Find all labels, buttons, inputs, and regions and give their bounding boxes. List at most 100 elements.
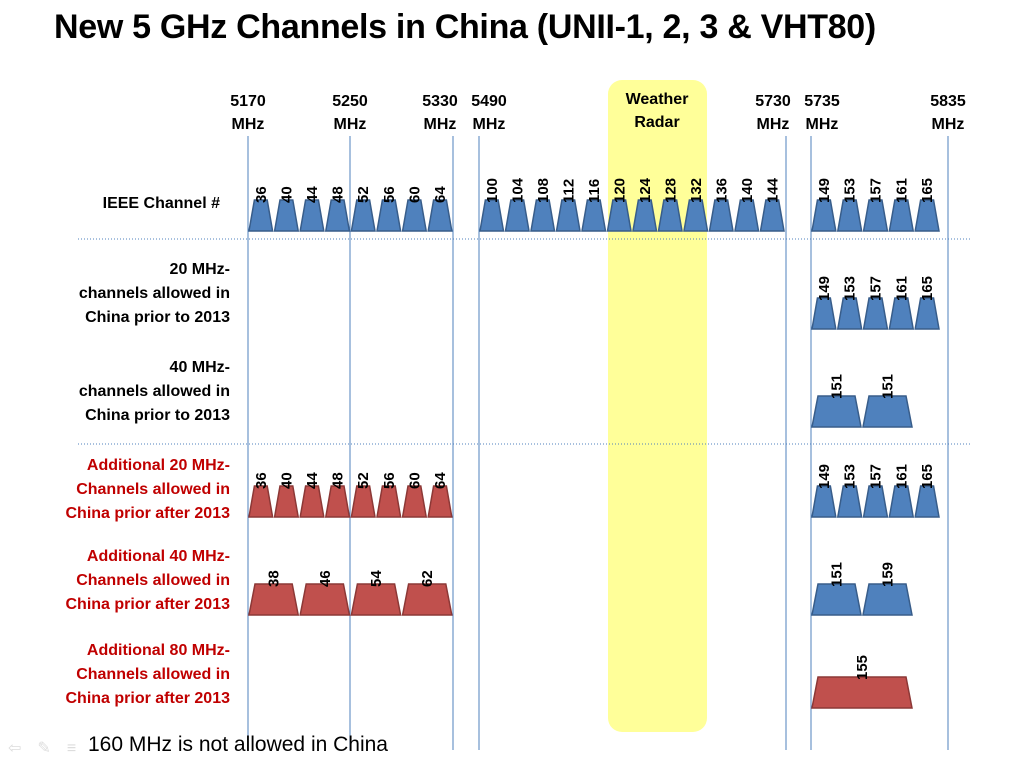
channel-block [862, 583, 913, 616]
channel-number: 52 [355, 186, 372, 203]
channel-block [350, 199, 376, 232]
channel-block [427, 199, 453, 232]
frequency-label: 5730 [755, 93, 791, 110]
channel-number: 149 [816, 276, 833, 301]
channel-number: 52 [355, 472, 372, 489]
frequency-label: 5330 [422, 93, 458, 110]
frequency-label: 5735 [804, 93, 840, 110]
channel-block [273, 485, 300, 518]
channel-number: 44 [304, 472, 321, 489]
row-label: China prior after 2013 [66, 505, 231, 522]
channel-number: 144 [764, 177, 781, 203]
channel-number: 40 [278, 186, 295, 203]
frequency-label: 5170 [230, 93, 266, 110]
channel-number: 60 [406, 472, 423, 489]
channel-number: 116 [586, 179, 603, 203]
channel-number: 40 [278, 472, 295, 489]
channel-number: 64 [432, 186, 449, 203]
channel-number: 56 [381, 186, 398, 203]
channel-number: 159 [880, 562, 897, 587]
frequency-unit: MHz [806, 116, 839, 133]
channel-block [811, 676, 913, 709]
channel-number: 64 [432, 472, 449, 489]
channel-number: 136 [713, 178, 730, 203]
channel-number: 151 [880, 374, 897, 399]
channel-number: 155 [854, 655, 871, 680]
footnote: 160 MHz is not allowed in China [88, 733, 388, 756]
channel-number: 153 [842, 276, 859, 301]
channel-block [248, 485, 274, 518]
channel-block [811, 485, 837, 518]
channel-number: 36 [253, 186, 270, 203]
weather-radar-band [608, 80, 707, 732]
row-label: Additional 80 MHz- [87, 642, 230, 659]
channel-block [376, 485, 402, 518]
channel-block [888, 485, 915, 518]
channel-number: 60 [406, 186, 423, 203]
channel-block [299, 199, 325, 232]
channel-block [811, 395, 862, 428]
frequency-unit: MHz [473, 116, 506, 133]
channel-block [734, 199, 760, 232]
channel-block [376, 199, 402, 232]
channel-number: 161 [893, 276, 910, 301]
channel-number: 36 [253, 472, 270, 489]
channel-number: 56 [381, 472, 398, 489]
channel-block [479, 199, 505, 232]
channel-number: 100 [484, 178, 501, 203]
slide-nav-icons[interactable]: ⇦✎≡ [8, 740, 93, 757]
frequency-unit: MHz [334, 116, 367, 133]
channel-number: 151 [829, 562, 846, 587]
channel-number: 149 [816, 178, 833, 203]
channel-number: 161 [893, 178, 910, 203]
channel-block [632, 199, 658, 232]
channel-block [888, 297, 915, 330]
channel-number: 48 [330, 472, 347, 489]
frequency-label: 5250 [332, 93, 368, 110]
channel-number: 54 [368, 570, 385, 587]
channel-number: 104 [509, 177, 526, 203]
channel-block [350, 583, 402, 616]
channel-block [324, 485, 351, 518]
channel-number: 153 [842, 464, 859, 489]
channel-number: 165 [919, 178, 936, 203]
channel-block [299, 583, 351, 616]
channel-block [862, 485, 889, 518]
row-label: 40 MHz- [170, 359, 230, 376]
row-label: channels allowed in [79, 383, 230, 400]
weather-radar-label: Weather [626, 91, 689, 108]
channel-number: 153 [842, 178, 859, 203]
frequency-unit: MHz [932, 116, 965, 133]
channel-block [248, 199, 274, 232]
channel-block [299, 485, 325, 518]
frequency-unit: MHz [232, 116, 265, 133]
channel-number: 62 [419, 570, 436, 587]
channel-number: 151 [829, 374, 846, 399]
channel-number: 48 [330, 186, 347, 203]
row-label: 20 MHz- [170, 261, 230, 278]
row-label: Channels allowed in [76, 572, 230, 589]
channel-block [401, 199, 428, 232]
channel-block [350, 485, 376, 518]
channel-block [836, 297, 863, 330]
row-label: channels allowed in [79, 285, 230, 302]
channel-number: 165 [919, 464, 936, 489]
row-label: Channels allowed in [76, 481, 230, 498]
channel-block [836, 199, 863, 232]
channel-number: 157 [868, 178, 885, 203]
channel-block [657, 199, 683, 232]
row-label: China prior after 2013 [66, 690, 231, 707]
channel-block [914, 199, 940, 232]
channel-block [708, 199, 734, 232]
channel-number: 46 [317, 570, 334, 587]
channel-block [862, 395, 913, 428]
row-label: Channels allowed in [76, 666, 230, 683]
channel-number: 38 [266, 570, 283, 587]
channel-number: 140 [739, 178, 756, 203]
channel-number: 161 [893, 464, 910, 489]
frequency-unit: MHz [757, 116, 790, 133]
channel-block [888, 199, 915, 232]
row-label: China prior after 2013 [66, 596, 231, 613]
channel-number: 132 [688, 178, 705, 203]
channel-block [504, 199, 530, 232]
